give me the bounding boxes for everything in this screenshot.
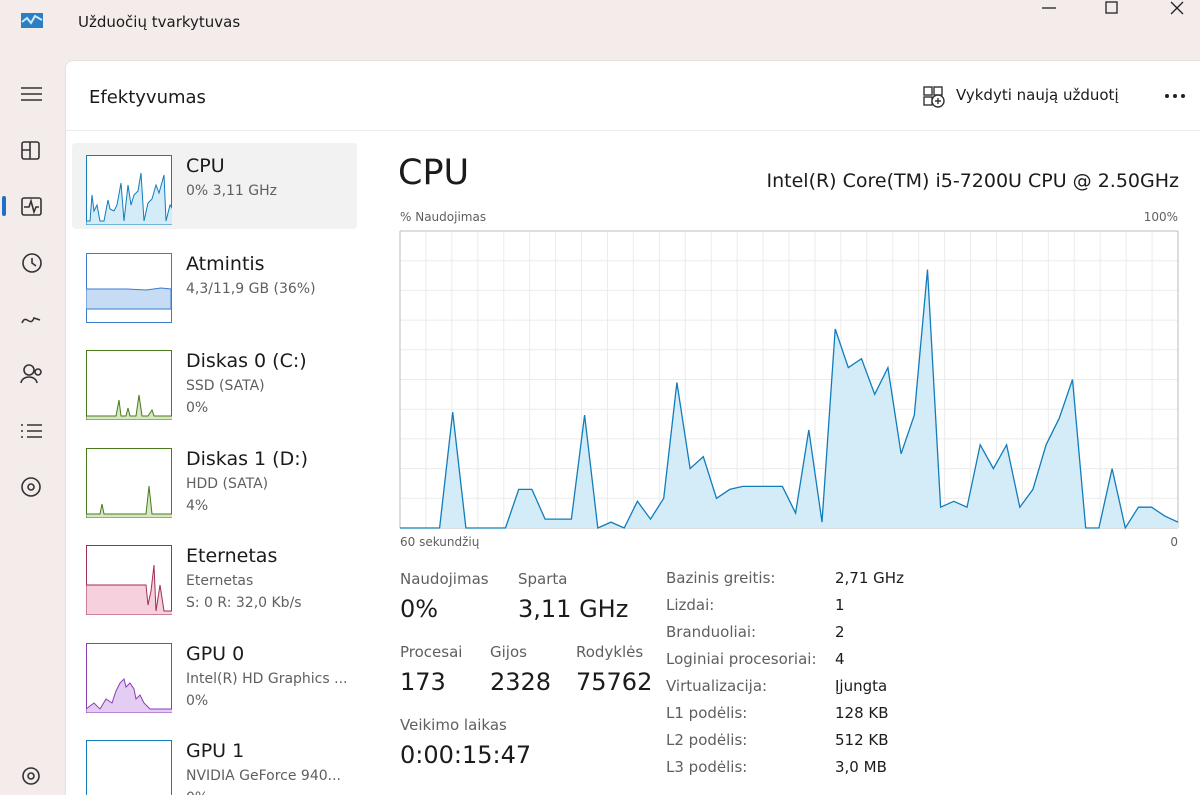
spec-value: 2,71 GHz — [835, 569, 904, 587]
sidebar-item-detail: 4,3/11,9 GB (36%) — [186, 280, 316, 297]
thumb-area — [86, 172, 172, 225]
thumbnail — [86, 155, 172, 225]
spec-label: L3 podėlis: — [666, 758, 748, 776]
sidebar-item-detail: 0% — [186, 692, 209, 709]
spec-label: L2 podėlis: — [666, 731, 748, 749]
window-controls[interactable] — [1030, 0, 1200, 20]
spec-label: Bazinis greitis: — [666, 569, 776, 587]
app-icon — [21, 13, 43, 28]
thumb-frame — [86, 350, 172, 420]
x-tick-label: 60 sekundžių — [400, 535, 480, 549]
nav-rail[interactable] — [0, 70, 65, 795]
sidebar-item-detail: 0% 3,11 GHz — [186, 183, 278, 199]
thumb-area — [86, 286, 172, 309]
spec-value: Įjungta — [835, 677, 888, 695]
thumb-frame — [86, 740, 172, 795]
thumb-frame — [86, 447, 172, 518]
spec-label: L1 podėlis: — [666, 704, 748, 722]
stat-label: Rodyklės — [576, 643, 644, 661]
sidebar-item[interactable]: Atmintis 4,3/11,9 GB (36%) — [72, 241, 357, 327]
spec-value: 4 — [835, 650, 845, 668]
cpu-model: Intel(R) Core(TM) i5-7200U CPU @ 2.50GHz — [766, 170, 1180, 192]
sidebar-item-name: GPU 0 — [186, 642, 245, 665]
spec-label: Virtualizacija: — [666, 677, 768, 695]
thumbnail — [86, 545, 172, 615]
spec-value: 1 — [835, 596, 845, 614]
sidebar-item-name: Diskas 0 (C:) — [186, 350, 307, 372]
thumb-area — [86, 485, 172, 518]
sidebar-item-detail: 0% — [186, 400, 209, 416]
sidebar-item-name: Eternetas — [186, 545, 278, 567]
stat-label: Gijos — [490, 643, 527, 661]
stat-value: 173 — [400, 668, 446, 696]
spec-label: Branduoliai: — [666, 623, 757, 641]
stat-label: Procesai — [400, 643, 463, 661]
spec-label: Loginiai procesoriai: — [666, 650, 817, 668]
stat-value: 75762 — [576, 668, 653, 696]
sidebar-item-detail: SSD (SATA) — [186, 378, 265, 394]
sidebar-item[interactable]: Diskas 0 (C:) SSD (SATA) 0% — [72, 338, 357, 424]
spec-value: 3,0 MB — [835, 758, 887, 776]
page-title: Efektyvumas — [89, 87, 206, 108]
cpu-chart: % Naudojimas 100% 60 sekundžių 0 — [399, 210, 1179, 549]
sidebar-item-name: CPU — [186, 155, 225, 177]
window-title: Užduočių tvarkytuvas — [78, 13, 241, 31]
sidebar-item[interactable]: Eternetas Eternetas S: 0 R: 32,0 Kb/s — [72, 533, 357, 619]
stat-label: Naudojimas — [400, 570, 489, 588]
thumb-area — [86, 564, 172, 615]
x-tick-label: 0 — [1170, 535, 1178, 549]
sidebar-item[interactable]: CPU 0% 3,11 GHz — [72, 143, 357, 229]
run-task-icon[interactable] — [922, 85, 946, 109]
y-axis-label: % Naudojimas — [400, 210, 486, 224]
thumbnail — [86, 447, 172, 518]
sidebar-item[interactable]: Diskas 1 (D:) HDD (SATA) 4% — [72, 436, 357, 522]
y-tick-label: 100% — [1144, 210, 1178, 224]
header-divider — [66, 130, 1200, 131]
thumbnail — [86, 350, 172, 420]
sidebar-item-detail: HDD (SATA) — [186, 475, 269, 492]
sidebar-item-detail: 0% — [186, 790, 208, 795]
thumb-area — [86, 677, 172, 713]
stat-value: 0% — [400, 595, 439, 623]
sidebar-item-name: GPU 1 — [186, 740, 245, 762]
spec-value: 128 KB — [835, 704, 889, 722]
spec-label: Lizdai: — [666, 596, 715, 614]
thumbnail — [86, 252, 172, 323]
stat-value: 0:00:15:47 — [400, 741, 532, 769]
more-button[interactable] — [1163, 92, 1191, 100]
sidebar-item-detail: S: 0 R: 32,0 Kb/s — [186, 595, 302, 611]
detail-title: CPU — [398, 153, 470, 193]
thumbnail — [86, 642, 172, 713]
thumbnail — [86, 740, 172, 795]
sidebar-item-detail: Eternetas — [186, 573, 254, 589]
spec-value: 512 KB — [835, 731, 889, 749]
run-task-button[interactable]: Vykdyti naują užduotį — [956, 86, 1119, 104]
stat-value: 3,11 GHz — [518, 595, 629, 623]
sidebar-item-detail: Intel(R) HD Graphics ... — [186, 670, 348, 687]
cpu-line — [400, 269, 1179, 530]
stat-value: 2328 — [490, 668, 552, 696]
sidebar-item-detail: 4% — [186, 497, 209, 514]
thumb-area — [86, 394, 172, 420]
sidebar-item-name: Atmintis — [186, 252, 265, 275]
spec-value: 2 — [835, 623, 845, 641]
stat-label: Sparta — [518, 570, 568, 588]
sidebar-item-name: Diskas 1 (D:) — [186, 447, 309, 470]
sidebar-item[interactable]: GPU 0 Intel(R) HD Graphics ... 0% — [72, 631, 357, 717]
sidebar-item-detail: NVIDIA GeForce 940... — [186, 768, 341, 784]
sidebar-item[interactable]: GPU 1 NVIDIA GeForce 940... 0% — [72, 728, 357, 795]
cpu-area — [400, 269, 1178, 528]
stat-label: Veikimo laikas — [400, 716, 507, 734]
